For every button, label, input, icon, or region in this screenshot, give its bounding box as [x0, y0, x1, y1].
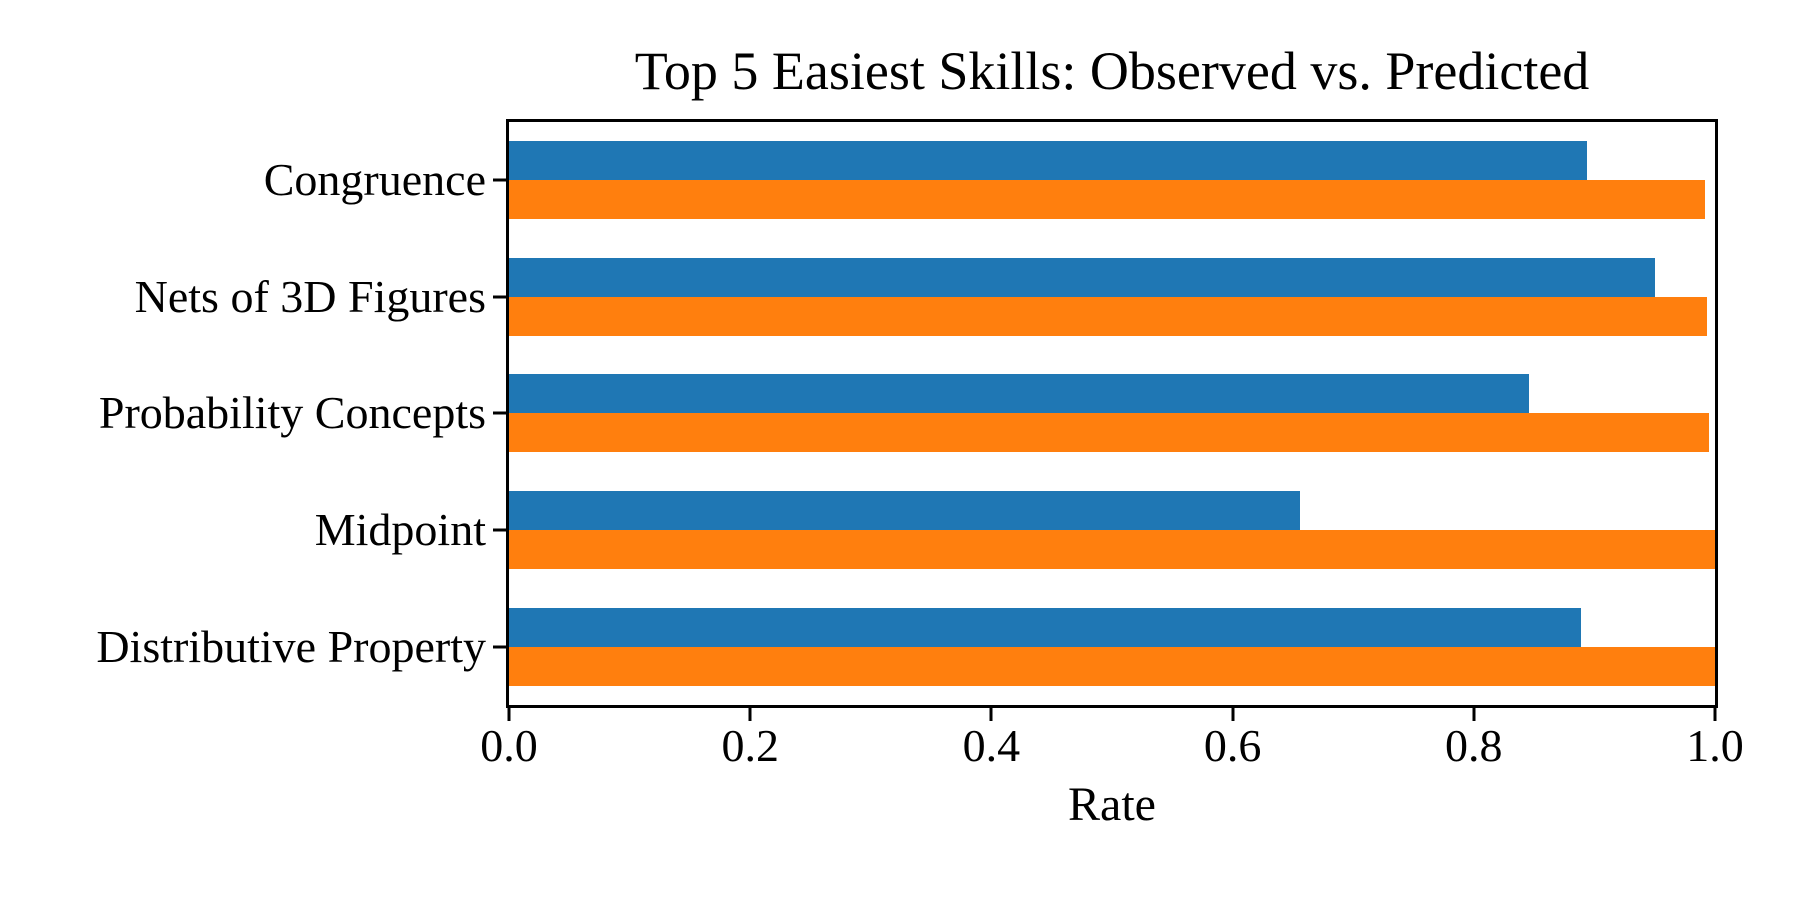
y-axis-category-label: Congruence — [263, 154, 486, 206]
x-axis-tick-mark — [748, 708, 752, 721]
bar-observed — [509, 607, 1582, 647]
bar-observed — [509, 257, 1655, 297]
x-axis-tick-label: 0.0 — [480, 720, 538, 771]
category-row-midpoint: Midpoint — [315, 472, 1715, 589]
x-axis-tick-label: 0.2 — [721, 720, 779, 771]
bar-predicted — [509, 180, 1706, 220]
bar-observed — [509, 141, 1588, 181]
x-axis-tick-mark — [1231, 708, 1235, 721]
bar-predicted — [509, 296, 1707, 336]
y-axis-tick-mark — [493, 411, 506, 415]
y-axis-category-label: Probability Concepts — [98, 387, 486, 439]
x-axis-tick-label: 0.6 — [1203, 720, 1262, 771]
bar-group — [509, 122, 1715, 239]
y-axis-tick-mark — [493, 295, 506, 299]
category-row-congruence: Congruence — [264, 122, 1715, 239]
x-axis-tick-mark — [1472, 708, 1476, 721]
chart-title: Top 5 Easiest Skills: Observed vs. Predi… — [634, 41, 1590, 101]
bar-group — [509, 472, 1715, 589]
x-axis-tick-label: 0.8 — [1445, 720, 1503, 771]
x-axis-tick-mark — [1713, 708, 1717, 721]
x-axis-tick-label: 0.4 — [962, 720, 1021, 771]
bar-group — [509, 355, 1715, 472]
category-row-probability-concepts: Probability Concepts — [99, 355, 1715, 472]
category-row-nets-of-3d-figures: Nets of 3D Figures — [135, 239, 1715, 356]
bar-group — [509, 239, 1715, 356]
y-axis-tick-mark — [493, 645, 506, 649]
y-axis-category-label: Distributive Property — [96, 620, 486, 672]
bar-observed — [509, 491, 1301, 531]
x-axis-tick-label: 1.0 — [1686, 720, 1744, 771]
bar-predicted — [509, 530, 1715, 570]
x-axis-label: Rate — [1068, 778, 1156, 831]
y-axis-tick-mark — [493, 178, 506, 182]
y-axis-category-label: Nets of 3D Figures — [134, 270, 486, 322]
x-axis-tick-mark — [989, 708, 993, 721]
bar-predicted — [509, 413, 1709, 453]
y-axis-category-label: Midpoint — [314, 504, 486, 556]
category-row-distributive-property: Distributive Property — [96, 588, 1715, 705]
bar-observed — [509, 374, 1530, 414]
bar-group — [509, 588, 1715, 705]
bar-predicted — [509, 646, 1715, 686]
y-axis-tick-mark — [493, 528, 506, 532]
plot-area: Congruence Nets of 3D Figures Probabilit… — [96, 119, 1744, 769]
x-axis-tick-mark — [507, 708, 511, 721]
